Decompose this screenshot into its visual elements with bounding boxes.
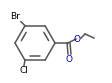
Text: Br: Br: [10, 12, 20, 21]
Text: O: O: [73, 35, 80, 43]
Text: Cl: Cl: [19, 66, 28, 75]
Text: O: O: [65, 55, 72, 64]
